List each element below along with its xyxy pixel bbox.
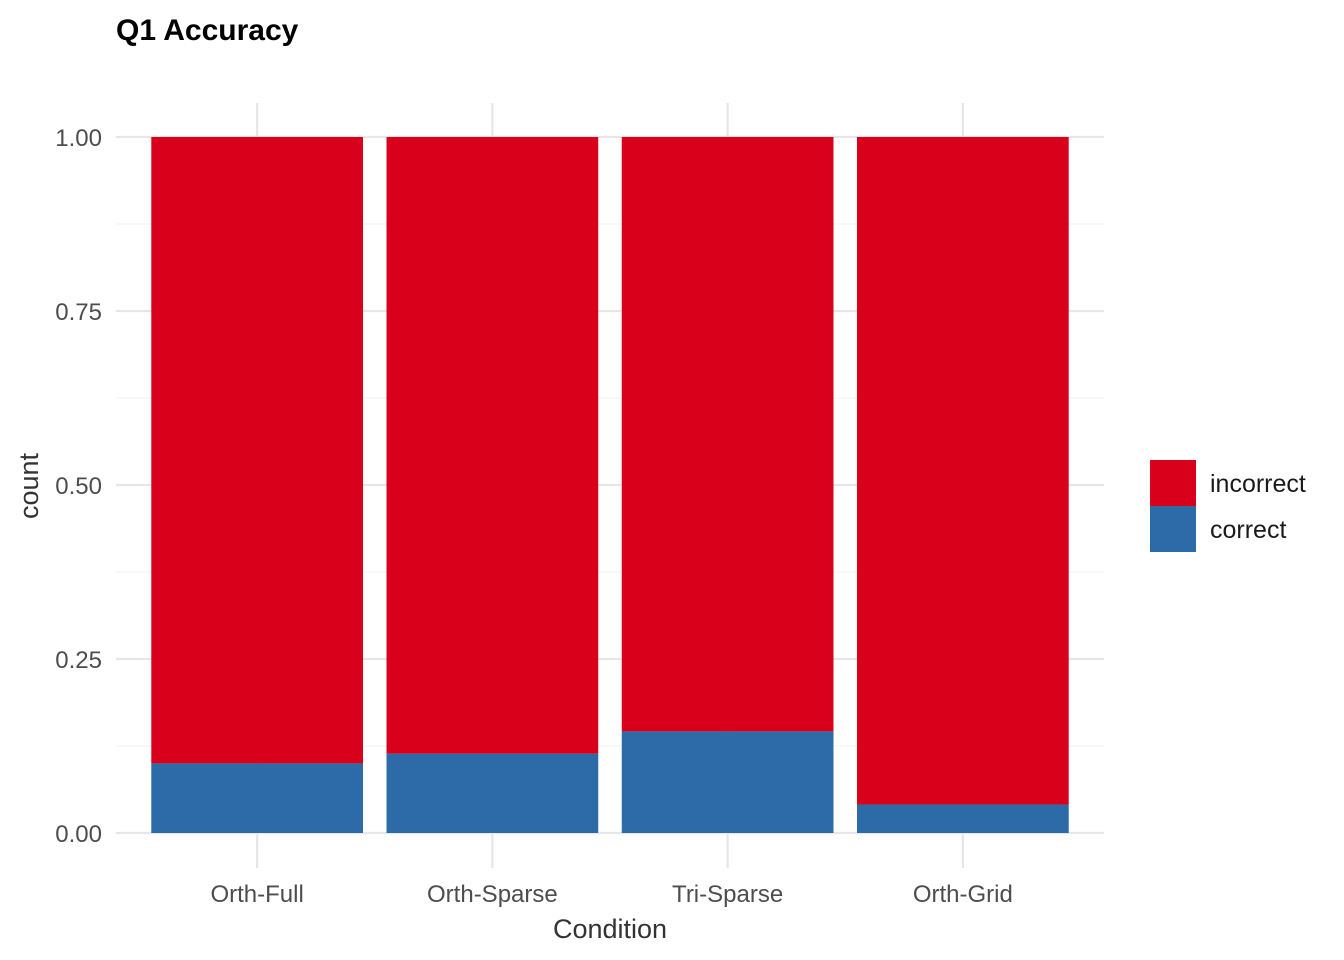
bar-incorrect-orth-sparse xyxy=(386,137,599,754)
y-tick-label: 1.00 xyxy=(55,125,102,152)
y-tick-label: 0.75 xyxy=(55,299,102,326)
bar-correct-orth-full xyxy=(151,763,363,833)
legend-label-correct: correct xyxy=(1210,516,1286,544)
y-axis-tick-labels: 0.00 0.25 0.50 0.75 1.00 xyxy=(55,125,102,848)
x-tick-label: Orth-Full xyxy=(210,881,303,908)
legend: incorrect correct xyxy=(1150,460,1306,552)
x-tick-label: Orth-Sparse xyxy=(427,881,558,908)
bar-correct-tri-sparse xyxy=(621,731,834,833)
y-axis-title: count xyxy=(14,452,44,519)
legend-key-correct xyxy=(1150,506,1196,552)
bar-incorrect-orth-full xyxy=(151,137,363,764)
legend-key-incorrect xyxy=(1150,460,1196,506)
bar-correct-orth-grid xyxy=(857,804,1069,833)
x-axis-tick-labels: Orth-Full Orth-Sparse Tri-Sparse Orth-Grid xyxy=(210,881,1012,908)
y-tick-label: 0.00 xyxy=(55,821,102,848)
y-tick-label: 0.50 xyxy=(55,473,102,500)
bar-incorrect-tri-sparse xyxy=(621,137,834,732)
legend-label-incorrect: incorrect xyxy=(1210,470,1306,498)
x-tick-label: Orth-Grid xyxy=(913,881,1013,908)
chart-title: Q1 Accuracy xyxy=(116,14,299,47)
x-tick-label: Tri-Sparse xyxy=(672,881,783,908)
y-tick-label: 0.25 xyxy=(55,647,102,674)
bar-correct-orth-sparse xyxy=(386,753,599,833)
bar-incorrect-orth-grid xyxy=(857,137,1069,805)
x-axis-title: Condition xyxy=(553,914,667,944)
bars xyxy=(151,137,1069,833)
